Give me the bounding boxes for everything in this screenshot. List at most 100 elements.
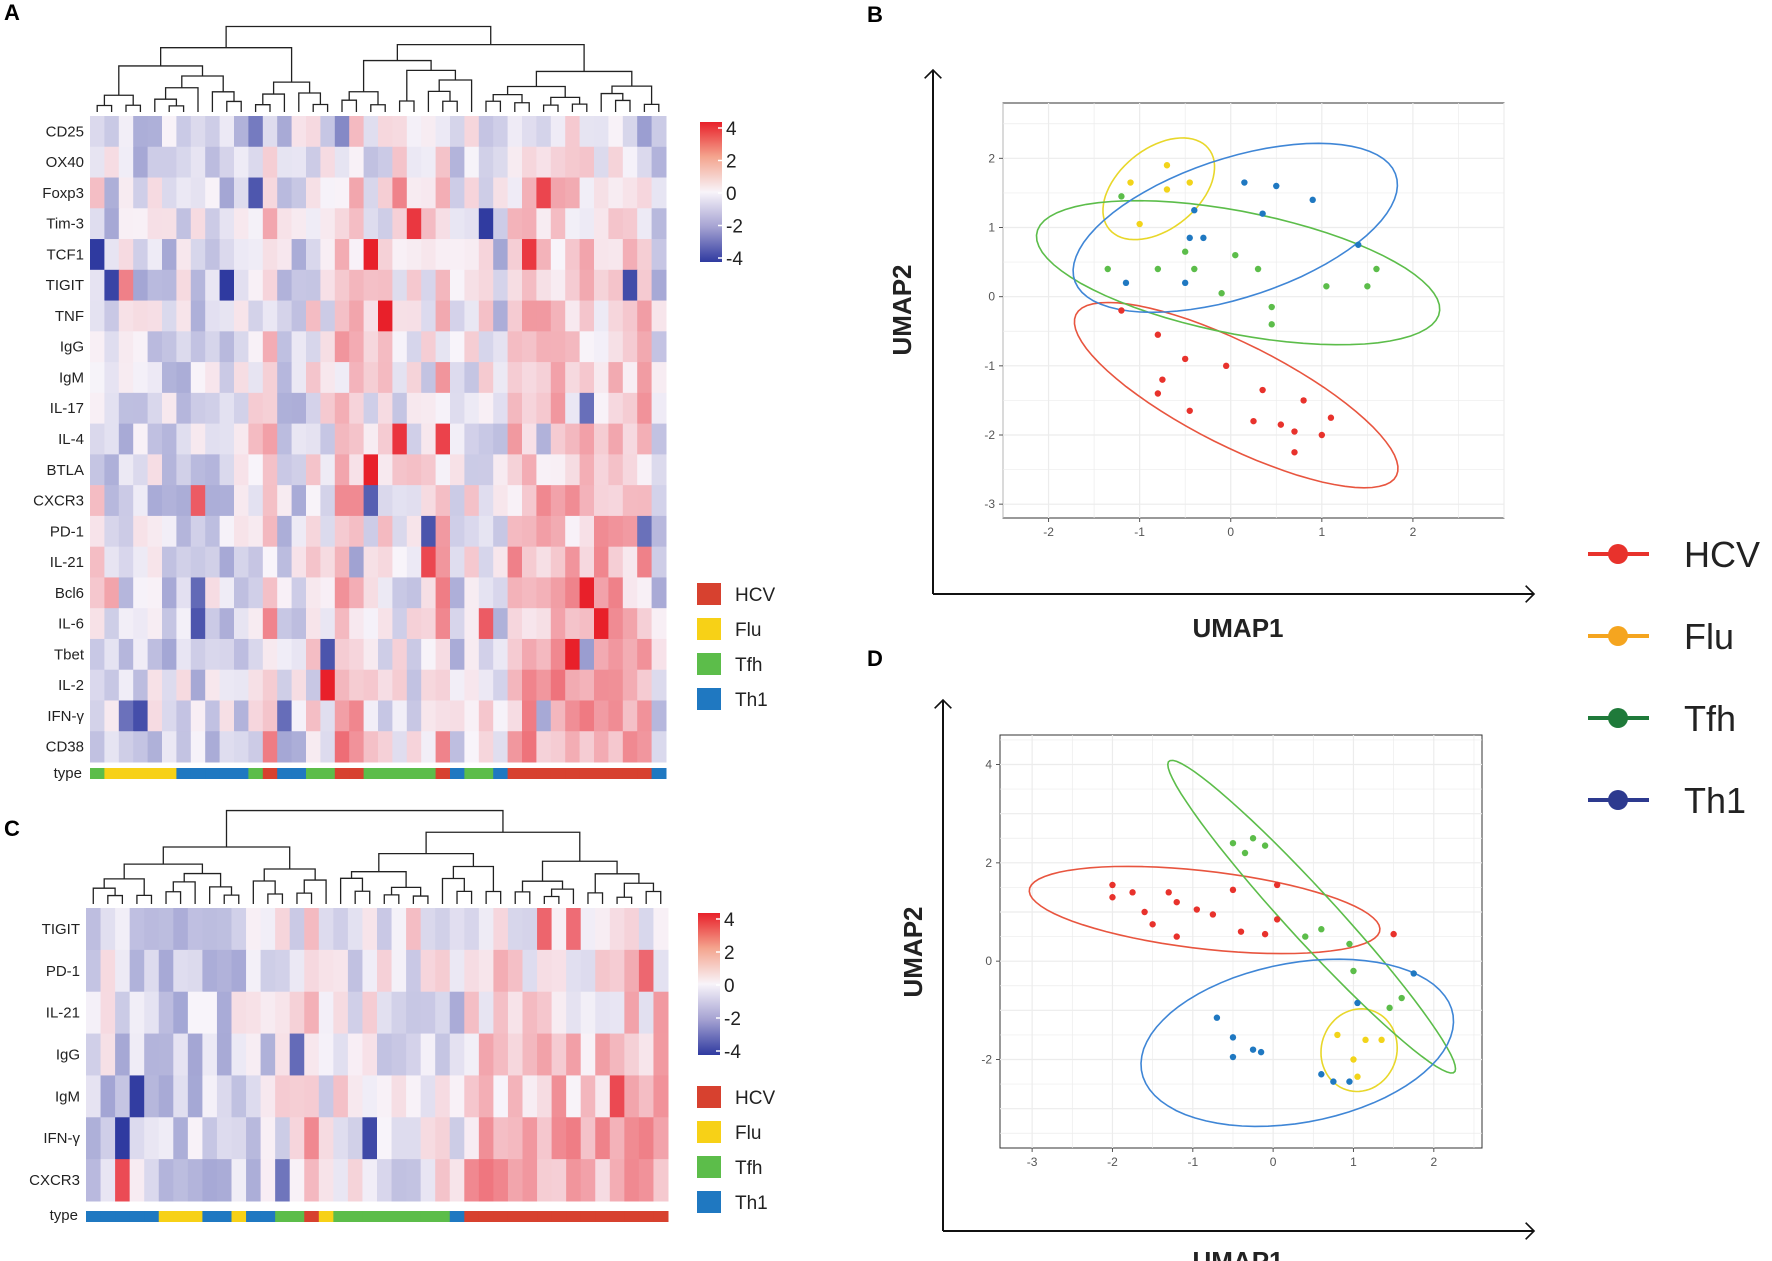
heat-cell — [391, 1159, 407, 1202]
heat-cell — [173, 1033, 189, 1076]
type-bar-cell — [594, 768, 609, 779]
heat-cell — [638, 991, 654, 1035]
heat-cell — [522, 1033, 538, 1076]
heat-cell — [234, 454, 249, 486]
heat-cell — [349, 546, 365, 578]
heat-cell — [334, 638, 350, 671]
heat-cell — [565, 546, 581, 578]
heat-cell — [86, 908, 102, 951]
heat-cell — [622, 423, 638, 455]
heat-cell — [347, 1075, 363, 1118]
heat-cell — [234, 485, 249, 517]
heat-cell — [493, 300, 509, 332]
heat-cell — [262, 208, 278, 240]
heat-cell — [435, 392, 451, 425]
heat-cell — [608, 485, 624, 517]
heat-cell — [550, 608, 566, 640]
heat-cell — [176, 546, 192, 578]
heat-cell — [176, 208, 192, 240]
heat-cell — [291, 638, 307, 671]
heat-cell — [493, 269, 509, 302]
heat-cell — [133, 239, 149, 271]
heat-cell — [115, 908, 131, 951]
heat-cell — [378, 269, 393, 302]
heat-cell — [349, 731, 365, 763]
type-bar-cell — [478, 1211, 494, 1222]
heat-cell — [566, 991, 582, 1035]
row-label: IgG — [60, 339, 84, 356]
heat-cell — [536, 146, 552, 179]
heat-cell — [176, 116, 192, 148]
heat-cell — [129, 1075, 145, 1118]
heatmap-a-row-labels: CD25 OX40 Foxp3 Tim-3 TCF1 TIGIT TNF IgG IgM IL-1… — [33, 123, 85, 755]
heat-cell — [536, 300, 552, 332]
heat-cell — [478, 546, 494, 578]
ellipse-flu — [1102, 137, 1216, 241]
heat-cell — [378, 546, 393, 578]
heat-cell — [205, 269, 221, 302]
heat-cell — [522, 454, 537, 486]
heat-cell — [450, 485, 465, 517]
heat-cell — [507, 1075, 523, 1118]
heat-cell — [378, 608, 393, 640]
heat-cell — [449, 1075, 465, 1118]
heat-cell — [173, 1159, 189, 1202]
heat-cell — [522, 991, 538, 1035]
heat-cell — [392, 300, 408, 332]
heat-cell — [550, 577, 566, 609]
heat-cell — [622, 300, 638, 332]
dendrogram-branch — [136, 894, 153, 904]
heat-cell — [478, 1159, 494, 1202]
type-bar-cell — [420, 1211, 436, 1222]
heat-cell — [421, 331, 437, 363]
heat-cell — [478, 362, 494, 394]
heat-cell — [464, 608, 480, 640]
panel-letter-d: D — [867, 646, 883, 671]
point-tfh — [1118, 193, 1125, 200]
heat-cell — [118, 454, 134, 486]
heat-cell — [608, 608, 624, 640]
heat-cell — [653, 1033, 669, 1076]
heat-cell — [536, 239, 552, 271]
type-bar-cell — [536, 768, 552, 779]
heat-cell — [622, 608, 638, 640]
heat-cell — [507, 116, 523, 148]
type-bar-cell — [115, 1211, 131, 1222]
heat-cell — [133, 454, 149, 486]
heat-cell — [550, 331, 566, 363]
heat-cell — [622, 177, 638, 209]
type-bar-cell — [391, 1211, 407, 1222]
heat-cell — [378, 362, 393, 394]
heat-cell — [190, 608, 206, 640]
point-hcv — [1109, 894, 1116, 901]
heat-cell — [622, 269, 638, 302]
heat-cell — [190, 669, 206, 701]
heat-cell — [349, 454, 365, 486]
dendrogram-branch — [587, 892, 604, 904]
heat-cell — [522, 485, 537, 517]
heat-cell — [406, 1033, 422, 1076]
row-label: IgG — [56, 1047, 80, 1064]
heat-cell — [118, 146, 134, 179]
point-th1 — [1346, 1078, 1353, 1085]
heat-cell — [594, 392, 609, 425]
heat-cell — [622, 454, 638, 486]
x-tick-label: 1 — [1318, 525, 1325, 539]
heat-cell — [246, 1159, 262, 1202]
heat-cell — [550, 669, 566, 701]
point-hcv — [1222, 362, 1230, 370]
heat-cell — [334, 331, 350, 363]
heat-cell — [595, 1159, 611, 1202]
heat-cell — [147, 146, 163, 179]
heat-cell — [594, 608, 609, 640]
ellipse-tfh — [1166, 759, 1457, 1074]
heat-cell — [420, 1075, 436, 1118]
point-flu — [1163, 186, 1171, 193]
heat-cell — [277, 116, 293, 148]
heat-cell — [90, 700, 105, 732]
heat-cell — [464, 454, 480, 486]
point-flu — [1163, 162, 1171, 169]
row-label: IFN-γ — [43, 1130, 80, 1147]
heat-cell — [248, 362, 264, 394]
heat-cell — [147, 669, 163, 701]
